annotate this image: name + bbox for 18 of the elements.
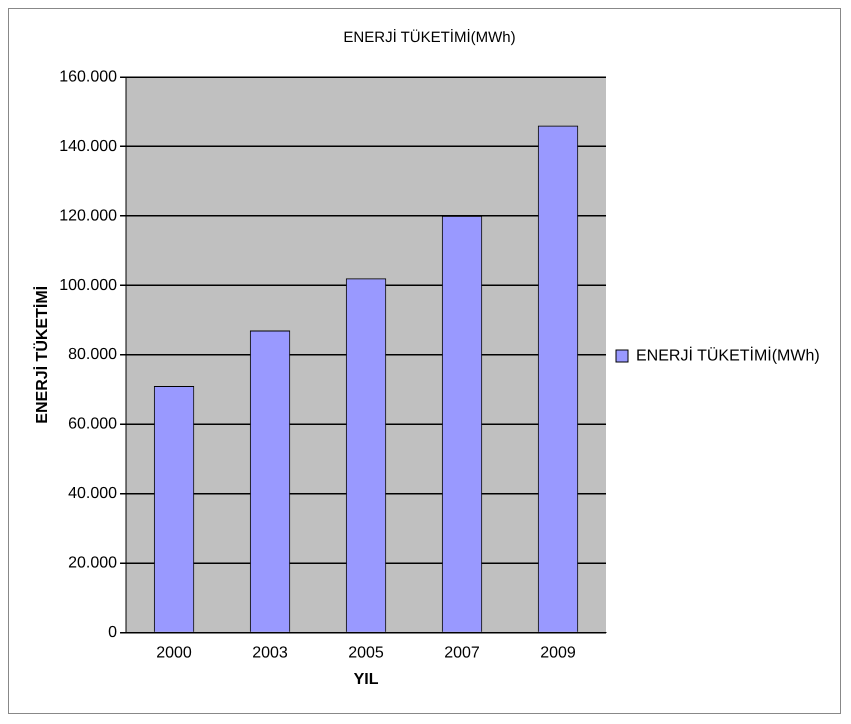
x-tick-label: 2000 [156, 644, 192, 662]
y-tick-label: 140.000 [59, 138, 118, 155]
x-tick-label: 2009 [540, 644, 576, 662]
y-tick-label: 100.000 [59, 276, 118, 294]
y-tick-label: 0 [108, 624, 118, 642]
y-tick-label: 60.000 [68, 416, 118, 433]
legend-label: ENERJİ TÜKETİMİ(MWh) [636, 346, 820, 364]
y-tick-label: 40.000 [68, 485, 118, 502]
x-tick-label: 2007 [444, 644, 480, 662]
y-tick-label: 120.000 [59, 207, 118, 224]
y-tick-label: 20.000 [68, 554, 118, 572]
chart-title: ENERJİ TÜKETİMİ(MWh) [343, 28, 516, 46]
y-axis-title: ENERJİ TÜKETİMİ [33, 286, 52, 424]
x-tick-label: 2003 [252, 644, 288, 662]
y-tick-label: 160.000 [59, 68, 118, 86]
y-tick-label: 80.000 [68, 346, 118, 364]
x-axis-title: YIL [354, 670, 379, 688]
x-tick-label: 2005 [348, 644, 384, 662]
